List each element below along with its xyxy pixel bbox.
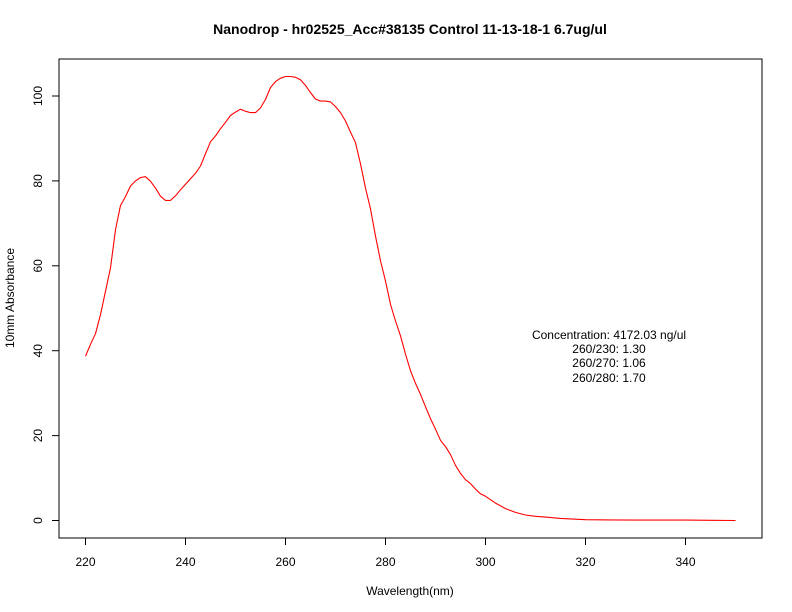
y-tick-label: 20 bbox=[31, 429, 45, 443]
plot-frame bbox=[58, 58, 763, 539]
x-tick-label: 320 bbox=[575, 555, 595, 569]
x-axis: 220 240 260 280 300 320 340 bbox=[75, 537, 696, 569]
x-axis-label: Wavelength(nm) bbox=[366, 584, 454, 598]
y-axis-label: 10mm Absorbance bbox=[3, 248, 17, 348]
annotation-block: Concentration: 4172.03 ng/ul 260/230: 1.… bbox=[532, 328, 686, 385]
annotation-ratio-260-270: 260/270: 1.06 bbox=[572, 356, 646, 370]
annotation-concentration: Concentration: 4172.03 ng/ul bbox=[532, 328, 686, 342]
series-line-1 bbox=[84, 75, 736, 522]
y-tick-label: 0 bbox=[31, 517, 45, 524]
x-tick-label: 220 bbox=[75, 555, 95, 569]
y-tick-label: 40 bbox=[31, 344, 45, 358]
annotation-ratio-260-280: 260/280: 1.70 bbox=[572, 371, 646, 385]
annotation-ratio-260-230: 260/230: 1.30 bbox=[572, 342, 646, 356]
x-tick-label: 280 bbox=[375, 555, 395, 569]
y-tick-label: 100 bbox=[31, 86, 45, 106]
y-tick-label: 60 bbox=[31, 259, 45, 273]
x-tick-label: 300 bbox=[475, 555, 495, 569]
x-tick-label: 260 bbox=[275, 555, 295, 569]
chart-title: Nanodrop - hr02525_Acc#38135 Control 11-… bbox=[213, 21, 607, 37]
x-tick-label: 340 bbox=[675, 555, 695, 569]
x-tick-label: 240 bbox=[175, 555, 195, 569]
y-axis: 0 20 40 60 80 100 bbox=[31, 86, 60, 524]
y-tick-label: 80 bbox=[31, 174, 45, 188]
series-layer bbox=[84, 75, 736, 522]
